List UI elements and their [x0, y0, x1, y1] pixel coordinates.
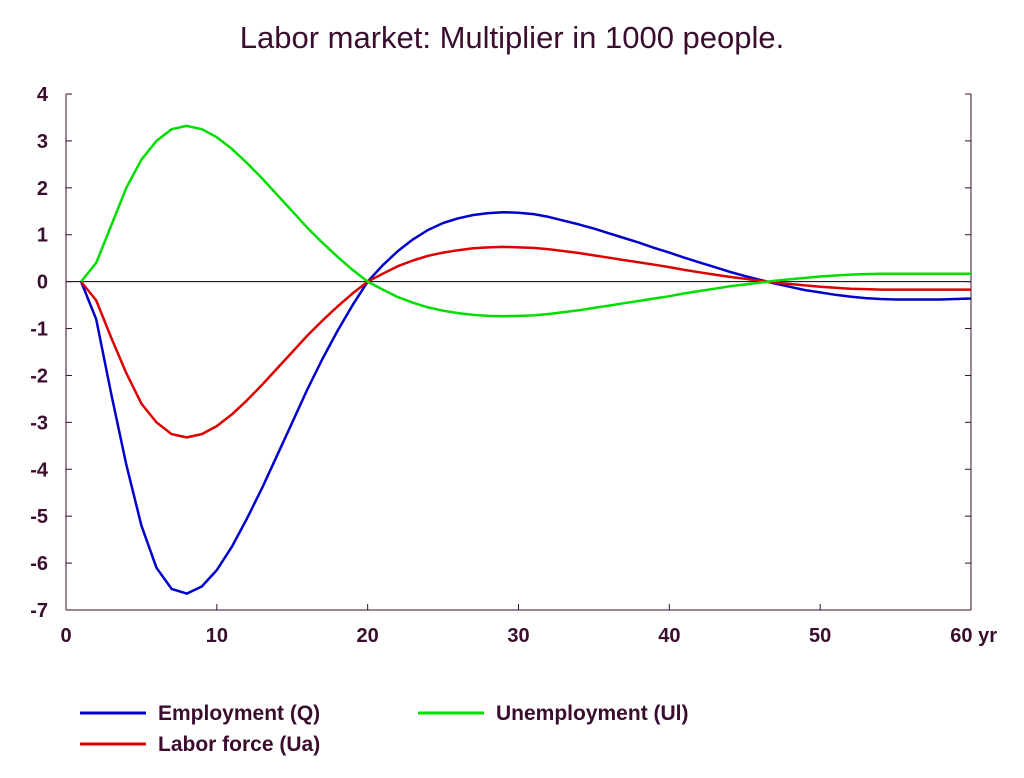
- y-tick-label: -6: [30, 553, 48, 575]
- chart-legend: Employment (Q) Labor force (Ua) Unemployme…: [80, 702, 689, 756]
- chart-axes: [65, 94, 972, 611]
- y-tick-label: 4: [37, 84, 49, 106]
- x-tick-label: 20: [357, 625, 379, 647]
- series-line-0: [79, 210, 972, 595]
- y-tick-label: 0: [37, 272, 48, 294]
- legend-label-2: Unemployment (Ul): [496, 702, 689, 725]
- y-tick-label: -7: [30, 600, 48, 622]
- y-tick-label: -5: [30, 506, 48, 528]
- x-tick-label: 60 yr: [950, 625, 997, 647]
- chart-title: Labor market: Multiplier in 1000 people.: [239, 20, 785, 55]
- y-tick-label: -2: [30, 365, 48, 387]
- y-tick-label: 1: [37, 225, 48, 247]
- y-tick-label: 2: [37, 178, 48, 200]
- series-line-2: [80, 124, 971, 318]
- x-tick-label: 50: [809, 625, 831, 647]
- x-tick-label: 0: [60, 625, 71, 647]
- y-tick-label: 3: [37, 131, 48, 153]
- chart-series: [79, 124, 972, 595]
- y-tick-label: -4: [30, 459, 49, 481]
- y-tick-label: -1: [30, 319, 48, 341]
- legend-label-1: Labor force (Ua): [158, 733, 320, 756]
- series-line-1: [80, 245, 971, 439]
- x-tick-label: 40: [658, 625, 680, 647]
- x-tick-label: 30: [507, 625, 529, 647]
- x-tick-label: 10: [206, 625, 228, 647]
- legend-label-0: Employment (Q): [158, 702, 320, 725]
- y-tick-label: -3: [30, 412, 48, 434]
